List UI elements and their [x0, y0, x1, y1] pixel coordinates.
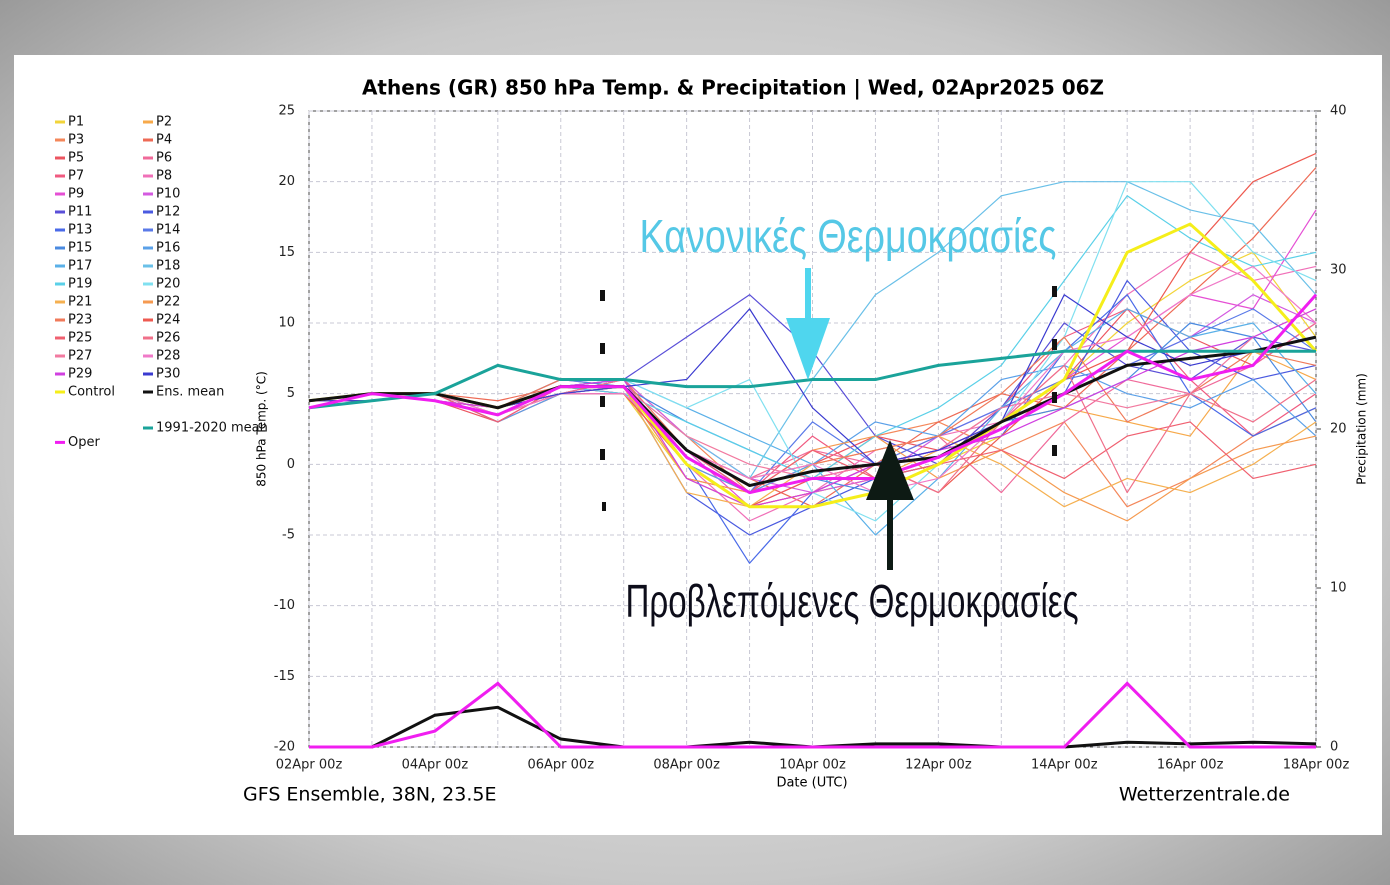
x-tick-label: 12Apr 00z — [905, 758, 972, 773]
temp-line — [308, 293, 1318, 495]
legend-label: P13 — [68, 223, 92, 238]
y-tick-label: -5 — [282, 528, 295, 543]
annotation: Κανονικές Θερμοκρασίες — [640, 211, 1057, 262]
legend-label: P28 — [156, 349, 180, 364]
legend-label: P10 — [156, 187, 180, 202]
legend-label: P6 — [156, 151, 172, 166]
legend-label: P9 — [68, 187, 84, 202]
y-tick-label: 0 — [287, 457, 295, 472]
x-axis-label: Date (UTC) — [776, 776, 847, 791]
legend-label: P21 — [68, 295, 92, 310]
legend-label: P5 — [68, 151, 84, 166]
legend: P1 P2 P3 P4 P5 P6 P7 P8 P9 P10 P11 P12 P13 P14 P15 P16 P… — [55, 115, 268, 450]
y-tick-label: 25 — [278, 104, 295, 119]
legend-label: P8 — [156, 169, 172, 184]
y-tick-label: 5 — [287, 386, 295, 401]
legend-label: P29 — [68, 367, 92, 382]
x-tick-label: 04Apr 00z — [402, 758, 469, 773]
y-tick-label: 10 — [278, 316, 295, 331]
legend-label: P7 — [68, 169, 84, 184]
legend-label: P23 — [68, 313, 92, 328]
annotation: Προβλεπόμενες Θερμοκρασίες — [625, 577, 1078, 627]
legend-label: P1 — [68, 115, 84, 130]
y2-tick-label: 0 — [1330, 740, 1338, 755]
legend-label: P14 — [156, 223, 180, 238]
y-tick-label: 20 — [278, 174, 295, 189]
y-tick-label: -20 — [274, 740, 295, 755]
legend-label: P3 — [68, 133, 84, 148]
x-tick-label: 02Apr 00z — [276, 758, 343, 773]
y2-tick-label: 20 — [1330, 422, 1347, 437]
legend-label: P17 — [68, 259, 92, 274]
legend-label: P20 — [156, 277, 180, 292]
plot: -20 -15 -10 -5 0 5 10 15 20 25 0 10 20 30 40 02Apr 00z 0… — [274, 104, 1350, 773]
y2-tick-label: 30 — [1330, 263, 1347, 278]
legend-label: Oper — [68, 435, 100, 450]
legend-label: P19 — [68, 277, 92, 292]
dash-marks — [600, 286, 1057, 511]
y-tick-label: 15 — [278, 245, 295, 260]
y2-axis-label: Precipitation (mm) — [1355, 373, 1369, 485]
precip-line — [309, 681, 1316, 749]
legend-label: 1991-2020 mean — [156, 421, 268, 436]
legend-label: P18 — [156, 259, 180, 274]
temp-line — [308, 386, 1317, 494]
legend-label: P4 — [156, 133, 172, 148]
x-tick-label: 06Apr 00z — [527, 758, 594, 773]
legend-label: P26 — [156, 331, 180, 346]
legend-label: P25 — [68, 331, 92, 346]
temp-line — [308, 265, 1317, 494]
legend-label: P11 — [68, 205, 92, 220]
y-tick-label: -10 — [274, 598, 295, 613]
temp-line — [308, 335, 1317, 488]
legend-label: P2 — [156, 115, 172, 130]
y2-tick-label: 10 — [1330, 581, 1347, 596]
legend-label: Ens. mean — [156, 385, 224, 400]
footer-left: GFS Ensemble, 38N, 23.5E — [243, 784, 496, 806]
chart-title: Athens (GR) 850 hPa Temp. & Precipitatio… — [362, 76, 1104, 100]
legend-label: P12 — [156, 205, 180, 220]
footer-right: Wetterzentrale.de — [1119, 784, 1290, 806]
x-tick-label: 08Apr 00z — [653, 758, 720, 773]
temp-line — [308, 308, 1317, 508]
x-tick-label: 16Apr 00z — [1157, 758, 1224, 773]
y-tick-label: -15 — [274, 669, 295, 684]
legend-label: P24 — [156, 313, 180, 328]
y-axis-label: 850 hPa Temp. (°C) — [255, 371, 269, 487]
legend-label: P27 — [68, 349, 92, 364]
x-tick-label: 14Apr 00z — [1031, 758, 1098, 773]
legend-label: P30 — [156, 367, 180, 382]
legend-label: P16 — [156, 241, 180, 256]
x-tick-label: 18Apr 00z — [1283, 758, 1350, 773]
x-tick-label: 10Apr 00z — [779, 758, 846, 773]
legend-label: P22 — [156, 295, 180, 310]
legend-label: P15 — [68, 241, 92, 256]
annotation-arrows — [786, 268, 914, 570]
y2-tick-label: 40 — [1330, 104, 1347, 119]
panel — [14, 55, 1382, 835]
temp-line — [308, 349, 1316, 410]
legend-label: Control — [68, 385, 115, 400]
